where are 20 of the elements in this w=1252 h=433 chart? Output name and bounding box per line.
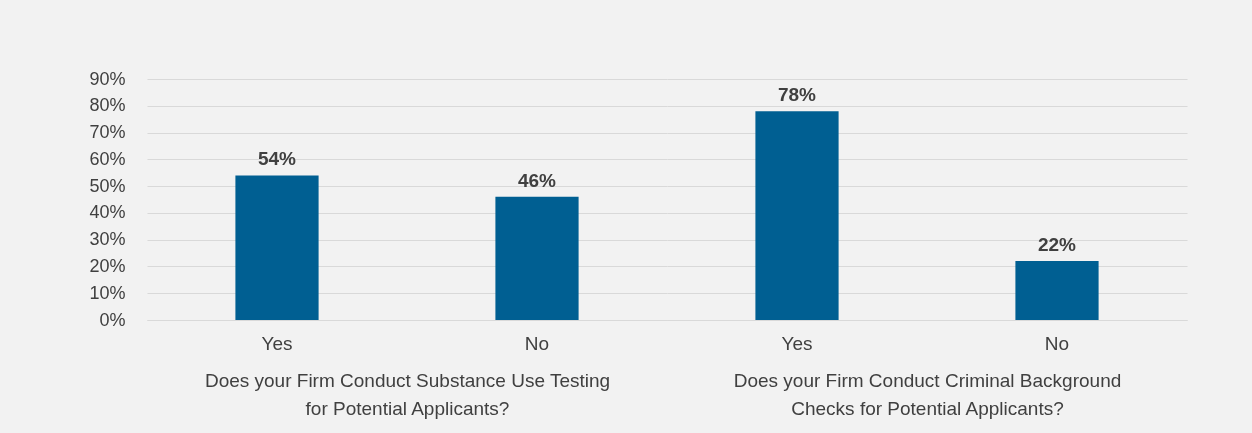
y-tick-label: 60% [89, 148, 126, 169]
y-tick-label: 90% [89, 68, 126, 89]
data-label: 54% [257, 148, 297, 170]
y-tick-label: 30% [89, 229, 126, 250]
x-axis-title: Does your Firm Conduct Criminal Background Checks for Potential Applicants? [733, 369, 1122, 419]
y-tick-label: 70% [89, 122, 126, 143]
y-tick-label: 80% [89, 95, 126, 116]
data-label: 46% [517, 169, 557, 191]
y-tick-label: 0% [99, 309, 126, 330]
x-tick-label: Yes [261, 332, 293, 354]
x-tick-label: Yes [781, 332, 813, 354]
x-tick-label: No [1044, 332, 1070, 354]
x-tick-label: No [524, 332, 550, 354]
data-label: 22% [1037, 234, 1077, 256]
y-tick-label: 20% [89, 255, 126, 276]
x-axis-title: Does your Firm Conduct Substance Use Testing for Potential Applicants? [204, 369, 611, 419]
y-tick-label: 50% [89, 175, 126, 196]
data-label: 78% [777, 84, 817, 106]
y-tick-label: 40% [89, 202, 126, 223]
y-tick-label: 10% [89, 282, 126, 303]
